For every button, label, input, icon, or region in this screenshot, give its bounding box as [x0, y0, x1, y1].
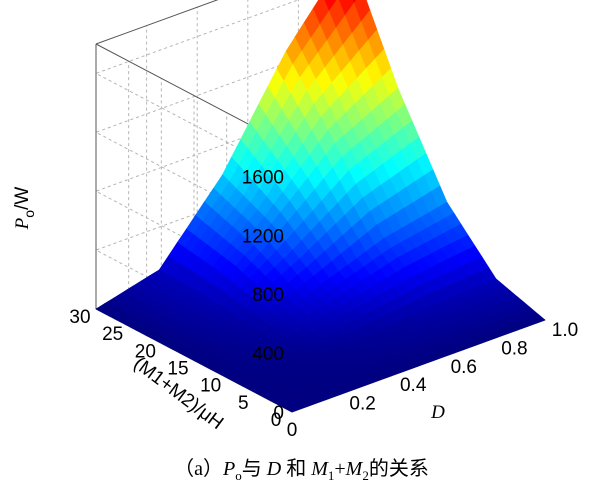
surface-mesh [95, 0, 546, 413]
chart-svg: 0 400 800 1200 1600 0 5 10 15 20 25 30 0 0.2 0.4 0.6 0.8… [12, 0, 578, 441]
z-label-unit: /W [12, 187, 33, 210]
x-tick-label: 1.0 [552, 320, 578, 341]
x-tick-label: 0.2 [349, 394, 375, 415]
z-label-sub: o [21, 210, 37, 218]
x-axis-label: D [430, 402, 445, 423]
caption-d: D [266, 458, 282, 480]
z-tick-label: 400 [252, 344, 284, 365]
z-tick-label: 1600 [242, 167, 284, 188]
z-tick-label: 1200 [242, 226, 284, 247]
caption-he: 和 [286, 458, 307, 480]
axis-ticks: 0 400 800 1200 1600 0 5 10 15 20 25 30 0 0.2 0.4 0.6 0.8… [69, 167, 578, 441]
caption-m1-sub: 1 [327, 468, 335, 483]
caption-relation: 的关系 [368, 458, 429, 480]
y-tick-label: 0 [271, 410, 282, 431]
figure-caption: （a）Po与 D 和 M1+M2的关系 [0, 452, 603, 484]
surface-patch [284, 404, 302, 413]
z-label-main: P [12, 217, 33, 230]
caption-p: P [223, 458, 236, 480]
axis-frame-edge [95, 0, 219, 45]
caption-yu: 与 [241, 458, 262, 480]
z-tick-label: 0 [273, 403, 284, 424]
caption-prefix: （a） [174, 458, 224, 480]
z-tick-label: 800 [252, 285, 284, 306]
x-tick-label: 0 [287, 420, 298, 441]
y-tick-label: 5 [238, 393, 249, 414]
y-tick-label: 20 [135, 341, 156, 362]
y-tick-label: 10 [200, 376, 221, 397]
caption-m1: M [311, 458, 328, 480]
y-tick-label: 15 [167, 359, 188, 380]
caption-plus: + [334, 458, 346, 480]
caption-m2: M [345, 458, 363, 480]
y-tick-label: 25 [102, 324, 123, 345]
z-axis-label: Po/W [12, 187, 37, 231]
x-tick-label: 0.6 [451, 357, 477, 378]
x-tick-label: 0.8 [501, 338, 527, 359]
x-tick-label: 0.4 [400, 375, 427, 396]
caption-m2-sub: 2 [362, 468, 369, 483]
caption-p-sub: o [235, 468, 242, 483]
y-tick-label: 30 [69, 307, 90, 328]
